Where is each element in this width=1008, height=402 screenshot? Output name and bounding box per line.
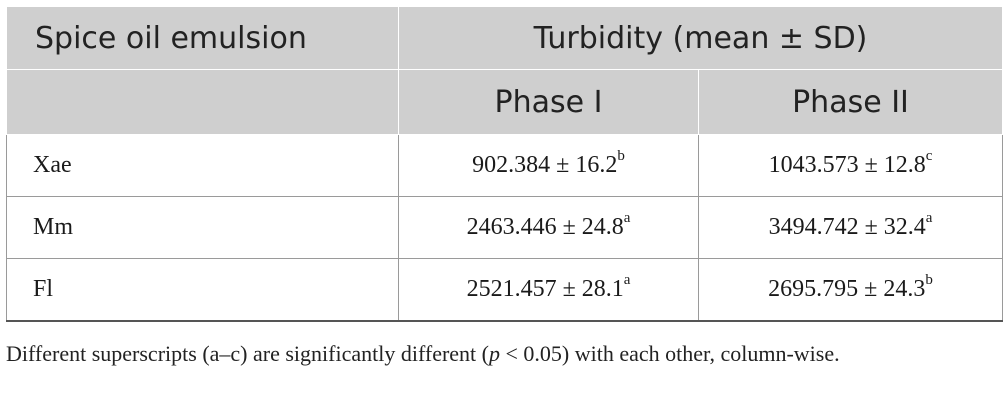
superscript: a: [925, 210, 933, 226]
header-turbidity: Turbidity (mean ± SD): [397, 6, 1004, 70]
phase-1-value: 2521.457 ± 28.1a: [398, 258, 699, 322]
footnote-p-variable: p: [489, 341, 500, 366]
row-name: Fl: [6, 258, 399, 322]
phase-2-value: 3494.742 ± 32.4a: [697, 196, 1004, 259]
header-phase-1: Phase I: [398, 69, 699, 135]
value-text: 1043.573 ± 12.8: [768, 152, 926, 178]
footnote-text-before: Different superscripts (a–c) are signifi…: [6, 341, 489, 366]
header-row: Spice oil emulsion Turbidity (mean ± SD): [6, 6, 1004, 70]
value-text: 2521.457 ± 28.1: [466, 276, 624, 302]
superscript: b: [925, 272, 933, 288]
footnote-text-after: < 0.05) with each other, column-wise.: [500, 341, 840, 366]
superscript: a: [623, 210, 631, 226]
phase-1-value: 2463.446 ± 24.8a: [398, 196, 699, 259]
header-empty-cell: [6, 69, 399, 135]
row-name: Xae: [6, 134, 399, 197]
table-footnote: Different superscripts (a–c) are signifi…: [6, 338, 1002, 369]
value-text: 2695.795 ± 24.3: [768, 276, 926, 302]
table-row: Xae 902.384 ± 16.2b 1043.573 ± 12.8c: [6, 134, 1004, 197]
superscript: b: [617, 148, 625, 164]
superscript: c: [925, 148, 933, 164]
value-text: 2463.446 ± 24.8: [466, 214, 624, 240]
phase-2-value: 2695.795 ± 24.3b: [697, 258, 1004, 322]
subheader-row: Phase I Phase II: [6, 69, 1004, 135]
row-name: Mm: [6, 196, 399, 259]
turbidity-table: Spice oil emulsion Turbidity (mean ± SD)…: [6, 6, 1004, 322]
superscript: a: [623, 272, 631, 288]
header-phase-2: Phase II: [697, 69, 1004, 135]
phase-2-value: 1043.573 ± 12.8c: [697, 134, 1004, 197]
phase-1-value: 902.384 ± 16.2b: [398, 134, 699, 197]
table-row: Fl 2521.457 ± 28.1a 2695.795 ± 24.3b: [6, 258, 1004, 322]
table-row: Mm 2463.446 ± 24.8a 3494.742 ± 32.4a: [6, 196, 1004, 259]
value-text: 3494.742 ± 32.4: [768, 214, 926, 240]
value-text: 902.384 ± 16.2: [472, 152, 618, 178]
header-spice-oil-emulsion: Spice oil emulsion: [6, 6, 399, 70]
